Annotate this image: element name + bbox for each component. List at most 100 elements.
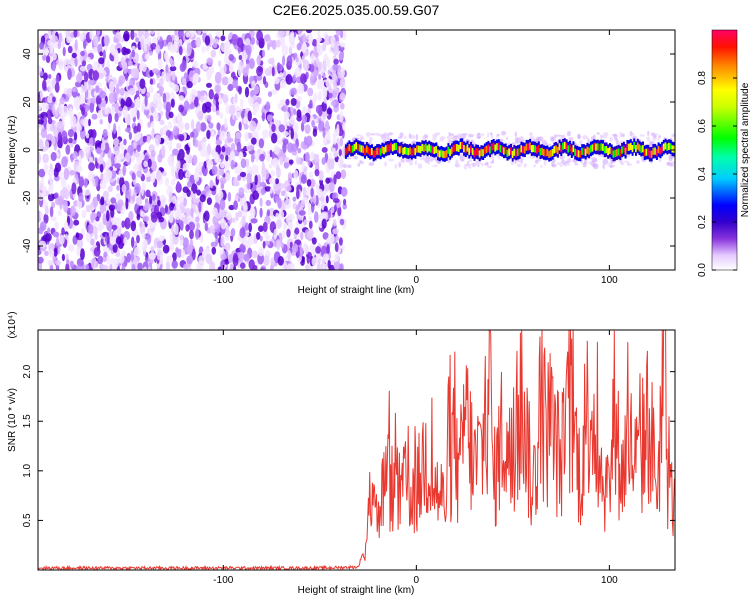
signal-core-cell bbox=[588, 147, 591, 155]
noise-cell bbox=[109, 80, 115, 93]
noise-cell bbox=[61, 38, 65, 48]
signal-halo-cell bbox=[534, 159, 539, 164]
noise-cell bbox=[54, 82, 60, 93]
noise-cell bbox=[276, 239, 281, 251]
noise-cell bbox=[55, 74, 60, 85]
noise-cell bbox=[262, 221, 268, 233]
noise-cell bbox=[64, 233, 68, 240]
signal-halo-cell bbox=[584, 158, 588, 165]
signal-halo-cell bbox=[671, 133, 675, 138]
noise-cell bbox=[104, 107, 109, 115]
noise-cell bbox=[283, 111, 290, 120]
noise-cell bbox=[313, 92, 318, 102]
noise-cell bbox=[140, 211, 145, 218]
noise-cell bbox=[74, 39, 78, 52]
noise-cell bbox=[159, 119, 165, 126]
signal-core-cell bbox=[391, 144, 394, 152]
noise-cell bbox=[156, 252, 161, 261]
signal-halo-cell bbox=[501, 130, 507, 136]
signal-core-cell bbox=[421, 143, 424, 152]
signal-halo-cell bbox=[632, 135, 637, 139]
noise-cell bbox=[58, 103, 63, 115]
noise-cell bbox=[183, 263, 189, 270]
noise-cell bbox=[39, 89, 44, 100]
noise-cell bbox=[335, 30, 341, 36]
noise-cell bbox=[243, 253, 250, 262]
noise-cell bbox=[135, 196, 143, 206]
noise-cell bbox=[256, 30, 263, 42]
signal-halo-cell bbox=[398, 161, 402, 168]
signal-core-cell bbox=[591, 144, 594, 152]
noise-cell bbox=[230, 228, 236, 237]
signal-core-cell bbox=[522, 145, 525, 154]
noise-cell bbox=[182, 237, 189, 248]
noise-cell bbox=[316, 61, 323, 69]
noise-cell bbox=[121, 263, 126, 270]
noise-cell bbox=[309, 64, 315, 73]
noise-cell bbox=[332, 44, 340, 56]
signal-halo-cell bbox=[615, 139, 619, 145]
noise-cell bbox=[254, 150, 259, 159]
signal-halo-cell bbox=[414, 160, 418, 166]
signal-halo-cell bbox=[370, 133, 375, 136]
noise-cell bbox=[119, 140, 124, 150]
noise-cell bbox=[166, 255, 174, 264]
signal-halo-cell bbox=[590, 136, 595, 141]
noise-cell bbox=[76, 165, 83, 173]
signal-halo-cell bbox=[533, 164, 536, 167]
noise-cell bbox=[66, 259, 70, 265]
noise-cell bbox=[224, 117, 228, 129]
signal-halo-cell bbox=[603, 132, 609, 137]
signal-core-cell bbox=[435, 146, 438, 154]
noise-cell bbox=[303, 219, 308, 225]
signal-core-cell bbox=[640, 145, 643, 153]
noise-cell bbox=[85, 263, 90, 270]
noise-cell bbox=[290, 185, 295, 193]
noise-cell bbox=[177, 115, 182, 124]
noise-cell bbox=[162, 171, 167, 177]
noise-cell bbox=[260, 187, 266, 195]
noise-cell bbox=[313, 69, 319, 78]
noise-cell bbox=[238, 121, 242, 131]
signal-halo-cell bbox=[342, 163, 347, 169]
noise-cell bbox=[44, 42, 48, 48]
colorbar-tick-label: 0.4 bbox=[697, 167, 708, 181]
noise-cell bbox=[151, 160, 157, 172]
noise-cell bbox=[256, 55, 261, 66]
noise-cell bbox=[157, 153, 163, 163]
noise-cell bbox=[89, 202, 94, 210]
noise-cell bbox=[246, 172, 252, 184]
noise-cell bbox=[40, 128, 48, 139]
noise-cell bbox=[332, 218, 337, 227]
signal-halo-cell bbox=[347, 164, 352, 168]
signal-core-cell bbox=[351, 145, 354, 153]
noise-cell bbox=[251, 130, 259, 139]
noise-cell bbox=[145, 189, 151, 198]
noise-cell bbox=[68, 137, 74, 144]
noise-cell bbox=[334, 253, 340, 262]
signal-core-cell bbox=[622, 145, 625, 153]
noise-cell bbox=[339, 92, 346, 101]
noise-cell bbox=[63, 167, 70, 180]
noise-cell bbox=[316, 262, 322, 270]
noise-cell bbox=[332, 75, 336, 87]
noise-cell bbox=[326, 244, 330, 255]
spectrogram-x-tick-label: 0 bbox=[414, 275, 420, 286]
noise-cell bbox=[133, 246, 141, 257]
signal-halo-cell bbox=[514, 131, 517, 138]
signal-core-cell bbox=[438, 150, 441, 158]
noise-cell bbox=[276, 39, 281, 48]
noise-cell bbox=[277, 182, 284, 190]
noise-cell bbox=[78, 176, 85, 188]
noise-cell bbox=[297, 83, 305, 95]
noise-cell bbox=[300, 73, 307, 85]
noise-cell bbox=[146, 135, 151, 144]
spectrogram-y-tick-label: -40 bbox=[22, 238, 33, 253]
signal-core-cell bbox=[496, 143, 499, 151]
signal-core-cell bbox=[449, 148, 452, 157]
noise-cell bbox=[195, 216, 200, 223]
noise-cell bbox=[271, 39, 277, 50]
noise-cell bbox=[272, 181, 280, 192]
signal-halo-cell bbox=[456, 133, 462, 138]
noise-cell bbox=[49, 180, 54, 191]
